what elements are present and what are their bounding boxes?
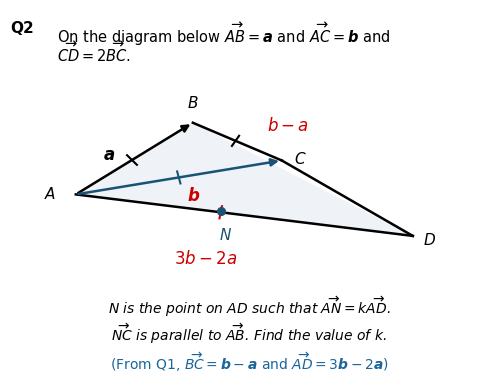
Text: $B$: $B$: [187, 95, 199, 111]
Text: $C$: $C$: [294, 151, 307, 167]
Text: $3b-2a$: $3b-2a$: [174, 250, 238, 268]
Text: $\boldsymbol{a}$: $\boldsymbol{a}$: [103, 146, 116, 164]
Text: Q2: Q2: [10, 21, 34, 36]
Polygon shape: [76, 123, 413, 236]
Text: $N$ is the point on $AD$ such that $\overrightarrow{AN}=k\overrightarrow{AD}$.: $N$ is the point on $AD$ such that $\ove…: [108, 295, 390, 319]
Text: $\boldsymbol{b}$: $\boldsymbol{b}$: [187, 187, 200, 205]
Text: On the diagram below $\overrightarrow{AB}=\boldsymbol{a}$ and $\overrightarrow{A: On the diagram below $\overrightarrow{AB…: [57, 21, 391, 48]
Text: $A$: $A$: [44, 186, 56, 203]
Text: $N$: $N$: [220, 227, 233, 243]
Text: $b-a$: $b-a$: [267, 117, 309, 135]
Text: $\overrightarrow{NC}$ is parallel to $\overrightarrow{AB}$. Find the value of $k: $\overrightarrow{NC}$ is parallel to $\o…: [111, 321, 387, 346]
Text: $D$: $D$: [423, 232, 436, 248]
Text: $\overrightarrow{CD}=2\overrightarrow{BC}$.: $\overrightarrow{CD}=2\overrightarrow{BC…: [57, 40, 131, 65]
Text: (From Q1, $\overrightarrow{BC}=\boldsymbol{b}-\boldsymbol{a}$ and $\overrightarr: (From Q1, $\overrightarrow{BC}=\boldsymb…: [110, 350, 388, 374]
